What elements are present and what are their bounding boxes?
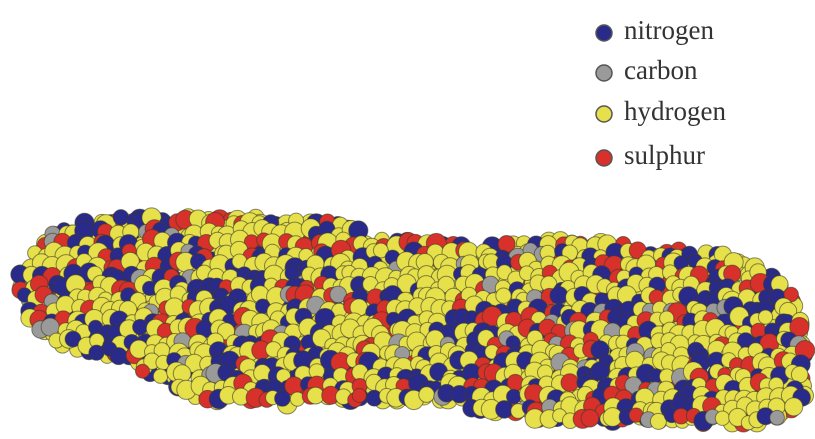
atom	[785, 398, 803, 416]
legend-label: sulphur	[624, 140, 705, 170]
atom	[758, 310, 772, 324]
legend-swatch	[596, 106, 612, 122]
legend-swatch	[596, 25, 612, 41]
atom	[110, 348, 127, 365]
atom	[496, 288, 511, 303]
legend-label: nitrogen	[624, 15, 714, 45]
atom	[581, 410, 599, 428]
legend-swatch	[596, 150, 612, 166]
atom	[113, 210, 128, 225]
atom	[89, 345, 104, 360]
atom	[550, 287, 568, 305]
legend-label: carbon	[624, 55, 698, 85]
atom	[715, 411, 729, 425]
atom	[133, 319, 148, 334]
atom	[275, 391, 291, 407]
atom	[352, 389, 366, 403]
molecule-illustration: nitrogen carbon hydrogen sulphur	[0, 0, 815, 439]
legend-swatch	[596, 65, 612, 81]
atom	[136, 364, 150, 378]
atom	[561, 374, 579, 392]
atom	[770, 410, 785, 425]
legend-label: hydrogen	[624, 96, 726, 126]
atom	[153, 369, 167, 383]
atom	[419, 387, 435, 403]
page: nitrogencarbonhydrogensulphur (() => { c…	[0, 0, 815, 439]
